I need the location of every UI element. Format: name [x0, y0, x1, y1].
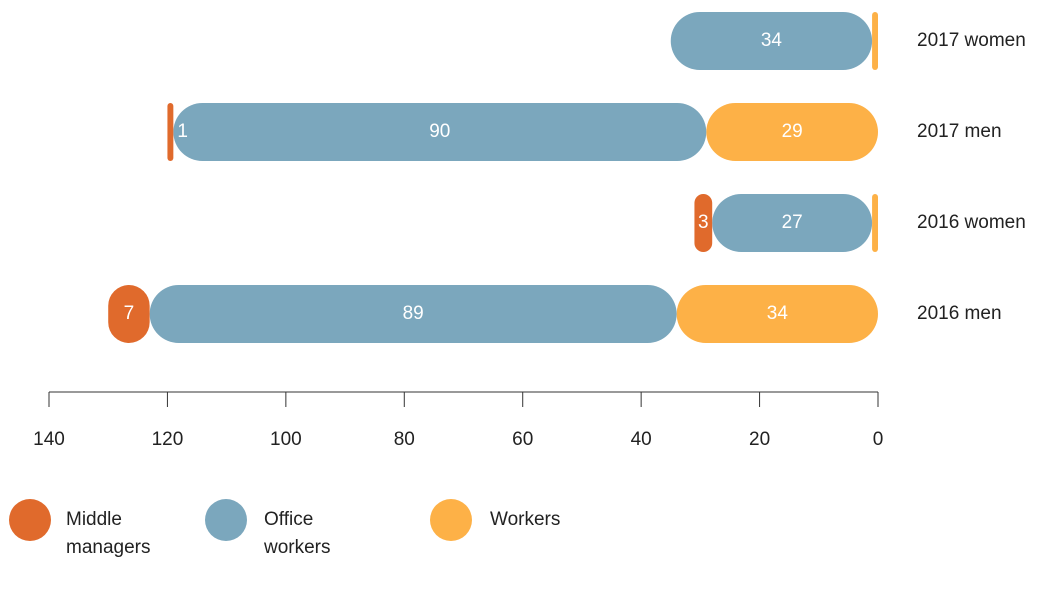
bar-segment: [872, 12, 878, 70]
legend-swatch: [430, 499, 472, 541]
data-label: 90: [429, 121, 450, 142]
data-label: 1: [177, 121, 188, 142]
legend-swatch: [9, 499, 51, 541]
category-label: 2017 women: [917, 30, 1026, 51]
x-tick-label: 20: [749, 429, 770, 450]
legend-label: Middle managers: [66, 509, 151, 558]
bar-segment: [670, 12, 873, 70]
bar-segment: [173, 103, 707, 161]
legend-label: Workers: [490, 509, 561, 530]
category-label: 2016 men: [917, 303, 1002, 324]
data-label: 34: [761, 30, 783, 51]
bar-segment: [694, 194, 713, 252]
data-label: 7: [124, 303, 135, 324]
x-tick-label: 140: [33, 429, 65, 450]
legend-label: Office workers: [264, 509, 331, 558]
legend-swatch: [205, 499, 247, 541]
bar-segment: [872, 194, 878, 252]
x-tick-label: 40: [631, 429, 652, 450]
bar-segment: [706, 103, 878, 161]
data-label: 27: [782, 212, 803, 233]
x-tick-label: 60: [512, 429, 533, 450]
data-label: 89: [403, 303, 424, 324]
data-label: 29: [782, 121, 803, 142]
data-label: 34: [767, 303, 789, 324]
bar-segment: [676, 285, 878, 343]
category-label: 2017 men: [917, 121, 1002, 142]
x-tick-label: 120: [152, 429, 184, 450]
bar-segment: [712, 194, 873, 252]
x-tick-label: 0: [873, 429, 884, 450]
bar-segment: [108, 285, 150, 343]
bar-segment: [167, 103, 174, 161]
x-tick-label: 100: [270, 429, 302, 450]
data-label: 3: [698, 212, 709, 233]
category-label: 2016 women: [917, 212, 1026, 233]
x-tick-label: 80: [394, 429, 415, 450]
bar-segment: [149, 285, 677, 343]
